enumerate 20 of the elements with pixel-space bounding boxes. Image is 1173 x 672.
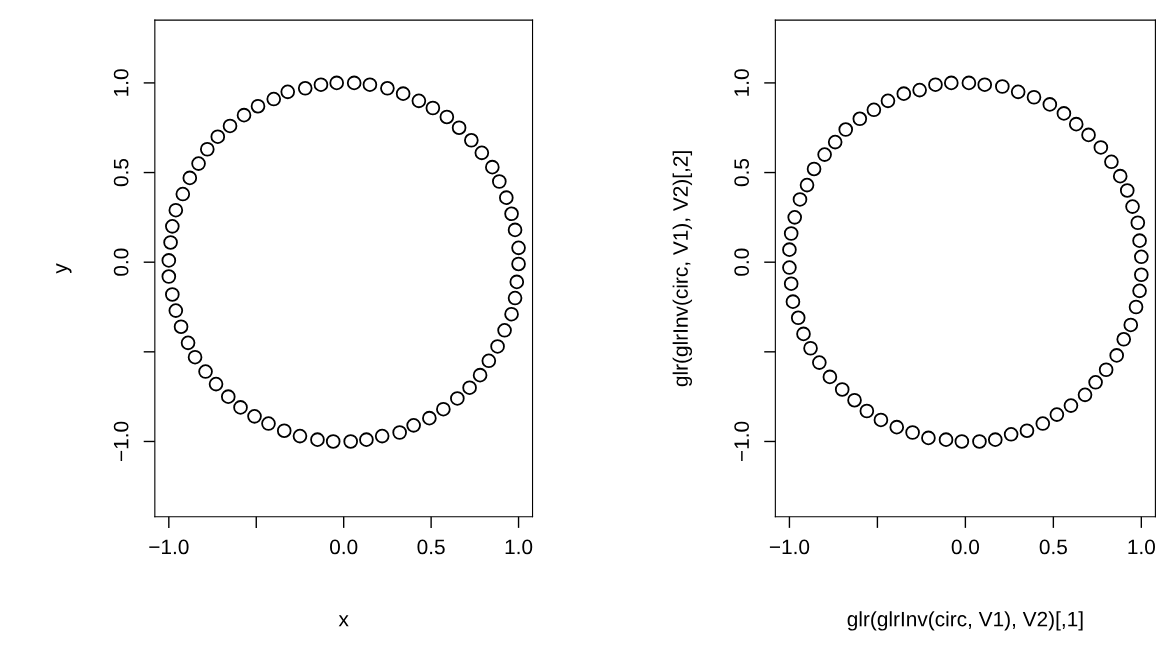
y-axis-title: y [56, 263, 72, 274]
y-tick-label: −1.0 [734, 421, 750, 461]
x-axis-title: x [338, 615, 349, 627]
y-tick-label: −1.0 [113, 421, 129, 461]
y-tick-label: 0.0 [734, 248, 750, 276]
x-tick-label: 1.0 [1128, 539, 1155, 555]
x-tick-label: 1.0 [505, 539, 533, 555]
y-tick-label: 1.0 [113, 69, 129, 96]
x-tick-label: 0.0 [951, 539, 980, 555]
y-axis-title: glr(glrInv(circ, V1), V2)[,2] [672, 151, 693, 387]
x-tick-label: 0.5 [417, 539, 445, 555]
x-axis-title: glr(glrInv(circ, V1), V2)[,1] [847, 611, 1083, 631]
y-tick-label: 0.5 [734, 158, 750, 187]
y-tick-label: 0.5 [113, 158, 129, 187]
y-tick-label: 1.0 [734, 69, 750, 96]
x-tick-label: −1.0 [769, 539, 810, 555]
y-tick-label: 0.0 [113, 248, 129, 276]
x-tick-label: 0.0 [330, 539, 358, 555]
x-tick-label: 0.5 [1039, 539, 1067, 555]
x-tick-label: −1.0 [149, 539, 189, 555]
